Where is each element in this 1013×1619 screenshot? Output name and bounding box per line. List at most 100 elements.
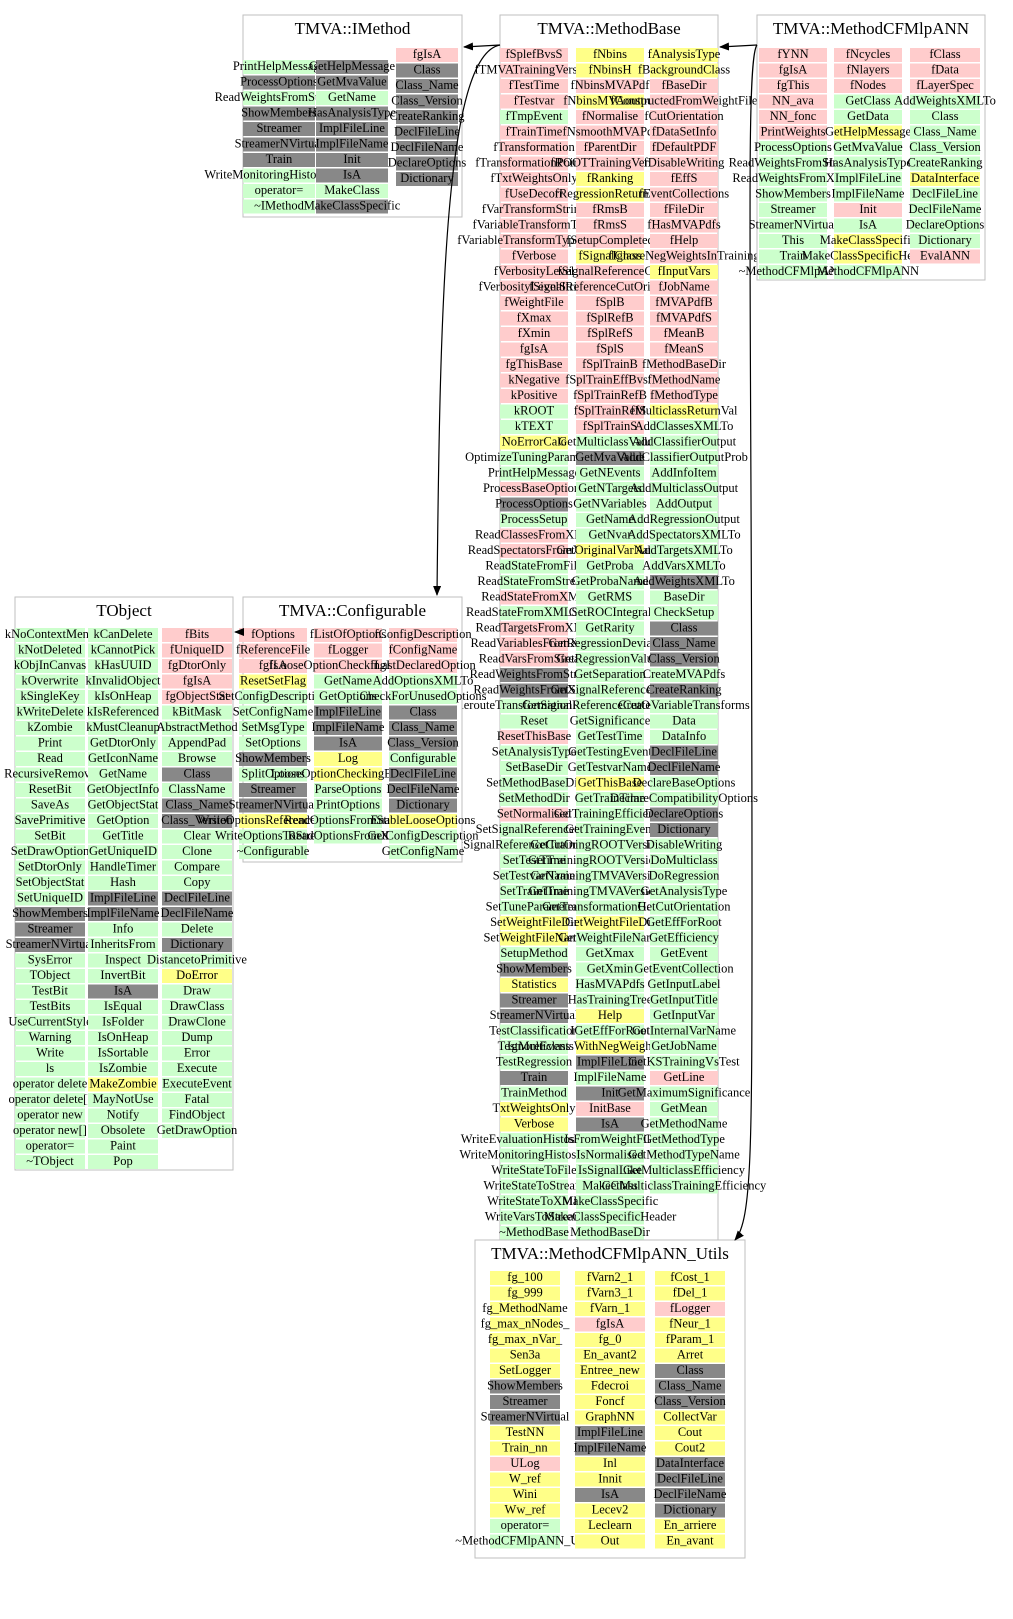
member-name: fNbinsMVAPdf	[571, 78, 651, 92]
member-cell	[88, 860, 158, 875]
member-name: fNlayers	[846, 62, 889, 76]
member-cell	[650, 776, 718, 791]
member-name: Class	[183, 766, 210, 780]
member-cell	[396, 110, 458, 124]
member-name: DeclareBaseOptions	[633, 775, 736, 789]
member-cell	[316, 199, 388, 214]
member-name: fHasMVAPdfs	[647, 217, 721, 231]
member-name: MakeClassSpecificHeader	[544, 1209, 677, 1223]
member-name: fTmpEvent	[506, 109, 563, 123]
member-name: EnableLooseOptions	[371, 813, 476, 827]
member-cell	[650, 544, 718, 558]
member-cell	[162, 953, 232, 968]
member-name: fWeightFile	[504, 295, 564, 309]
member-name: fCutOrientation	[644, 109, 724, 123]
member-name: ~MethodBase	[499, 1225, 569, 1239]
member-cell	[650, 1102, 718, 1116]
member-name: GetMulticlassTrainingEfficiency	[602, 1178, 767, 1192]
member-name: Class_Version	[161, 813, 233, 827]
member-name: StreamerNVirtual	[235, 136, 324, 150]
member-cell	[314, 674, 382, 689]
member-name: AddClassifierOutputProb	[620, 450, 748, 464]
member-cell	[500, 249, 568, 264]
member-cell	[500, 187, 568, 202]
member-cell	[239, 783, 307, 797]
member-cell	[15, 1000, 85, 1014]
member-name: SetDtorOnly	[18, 859, 83, 873]
member-name: IsEqual	[104, 999, 143, 1013]
member-name: operator delete	[13, 1076, 88, 1090]
member-cell	[650, 420, 718, 434]
member-cell	[576, 1024, 644, 1039]
member-name: GetNEvents	[579, 465, 640, 479]
member-name: DeclFileName	[909, 202, 982, 216]
member-cell	[655, 1488, 725, 1502]
member-cell	[576, 730, 644, 744]
member-name: GetRarity	[585, 620, 635, 634]
member-cell	[650, 1117, 718, 1132]
member-cell	[576, 637, 644, 651]
class-title: TMVA::MethodCFMlpANN	[773, 19, 969, 38]
member-cell	[576, 931, 644, 946]
member-cell	[490, 1271, 560, 1285]
member-name: CreateMVAPdfs	[643, 667, 726, 681]
member-cell	[239, 752, 307, 766]
member-cell	[576, 1102, 644, 1116]
member-cell	[389, 798, 457, 813]
member-name: fRegressionReturnVal	[555, 186, 666, 200]
member-cell	[500, 141, 568, 155]
member-cell	[15, 1155, 85, 1169]
member-cell	[576, 435, 644, 450]
member-name: fLogger	[328, 642, 369, 656]
member-name: DoError	[176, 968, 218, 982]
member-cell	[576, 203, 644, 217]
member-cell	[162, 767, 232, 782]
member-cell	[500, 962, 568, 977]
member-cell	[88, 953, 158, 968]
class-title: TMVA::MethodCFMlpANN_Utils	[491, 1244, 729, 1263]
member-name: Class	[931, 109, 958, 123]
member-cell	[490, 1472, 560, 1487]
member-cell	[655, 1457, 725, 1471]
member-name: SplitOptions	[241, 766, 304, 780]
member-cell	[575, 1410, 645, 1425]
member-name: Streamer	[511, 992, 557, 1006]
member-cell	[88, 783, 158, 797]
member-name: fNbins	[593, 47, 627, 61]
member-name: Notify	[107, 1107, 140, 1121]
member-cell	[500, 854, 568, 868]
class-node: TMVA::ConfigurablefOptionsfReferenceFile…	[198, 596, 487, 863]
member-name: fSplS	[596, 341, 624, 355]
member-cell	[576, 420, 644, 434]
member-name: AddMulticlassOutput	[630, 481, 739, 495]
member-name: Foncf	[595, 1394, 625, 1408]
member-name: DeclareCompatibilityOptions	[610, 791, 758, 805]
member-name: SetConfigName	[233, 704, 314, 718]
member-cell	[162, 814, 232, 828]
member-cell	[650, 234, 718, 248]
member-name: DistancetoPrimitive	[147, 952, 247, 966]
inheritance-arrow	[719, 42, 758, 51]
member-name: NN_ava	[772, 93, 814, 107]
member-name: MethodCFMlpANN	[817, 264, 919, 278]
member-cell	[576, 389, 644, 403]
member-cell	[650, 125, 718, 140]
member-name: fgIsA	[520, 341, 548, 355]
member-cell	[15, 922, 85, 937]
member-name: ImplFileName	[574, 1070, 647, 1084]
member-cell	[575, 1534, 645, 1549]
member-cell	[650, 482, 718, 496]
member-name: SetTuneParameters	[486, 899, 583, 913]
member-name: IsA	[114, 983, 132, 997]
inheritance-arrow	[433, 44, 501, 596]
member-name: operator new[]	[13, 1123, 87, 1137]
member-cell	[316, 122, 388, 136]
member-cell	[314, 643, 382, 658]
member-name: ShowMembers	[12, 906, 88, 920]
member-cell	[243, 106, 315, 121]
member-name: DoMulticlass	[650, 853, 717, 867]
member-name: PrintOptions	[316, 797, 380, 811]
member-cell	[88, 1124, 158, 1138]
member-cell	[650, 513, 718, 527]
